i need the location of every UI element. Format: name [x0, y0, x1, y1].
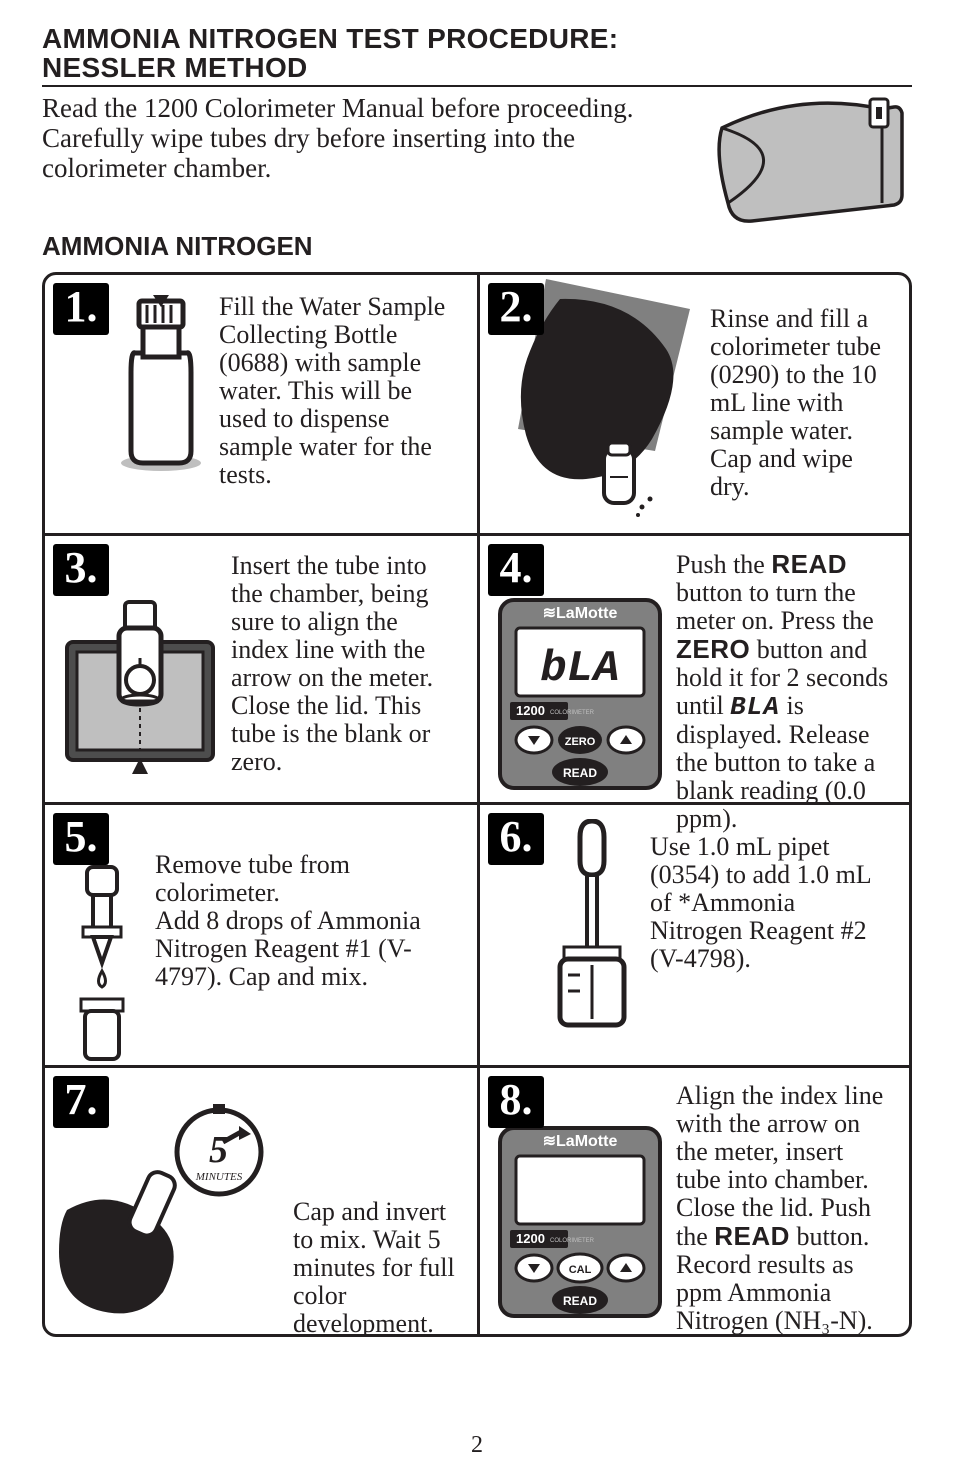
- subheading: AMMONIA NITROGEN: [42, 231, 912, 262]
- step-8: 8. ≋LaMotte 1200 COLORIMETER CAL: [477, 1068, 909, 1334]
- svg-text:READ: READ: [563, 766, 597, 780]
- step-text: Remove tube from colorimeter. Add 8 drop…: [155, 823, 461, 991]
- step-number: 2.: [488, 283, 544, 335]
- step-text: Align the index line with the arrow on t…: [676, 1082, 893, 1336]
- invert-timer-icon: 5 MINUTES: [53, 1102, 283, 1327]
- svg-text:CAL: CAL: [569, 1264, 592, 1276]
- svg-text:MINUTES: MINUTES: [195, 1171, 243, 1183]
- step-text: Rinse and fill a colorimeter tube (0290)…: [710, 289, 893, 502]
- svg-text:≋LaMotte: ≋LaMotte: [543, 1133, 618, 1150]
- t: Push the: [676, 550, 771, 579]
- svg-text:READ: READ: [563, 1294, 597, 1308]
- title-line-2: NESSLER METHOD: [42, 53, 912, 82]
- step-number: 1.: [53, 283, 109, 335]
- step-number: 4.: [488, 544, 544, 596]
- step-number: 7.: [53, 1076, 109, 1128]
- intro-text: Read the 1200 Colorimeter Manual before …: [42, 93, 692, 184]
- intro-row: Read the 1200 Colorimeter Manual before …: [42, 93, 912, 223]
- step-number: 5.: [53, 813, 109, 865]
- dropper-icon: [63, 865, 145, 1070]
- colorimeter-device-icon: ≋LaMotte bLA 1200 COLORIMETER ZERO R: [494, 594, 666, 799]
- chamber-insert-icon: [61, 596, 219, 791]
- step-number: 6.: [488, 813, 544, 865]
- title-line-1: AMMONIA NITROGEN TEST PROCEDURE:: [42, 24, 912, 53]
- step-5: 5. Remove tube from colorime: [45, 805, 477, 1065]
- notebook-icon: [702, 93, 912, 223]
- page-number: 2: [0, 1432, 954, 1459]
- read-label: READ: [714, 1221, 790, 1251]
- step-text: Fill the Water Sample Collecting Bottle …: [219, 293, 461, 490]
- svg-text:bLA: bLA: [540, 644, 619, 694]
- svg-text:5: 5: [209, 1129, 228, 1171]
- step-3: 3. Insert the t: [45, 536, 477, 802]
- step-text: Push the READ button to turn the meter o…: [676, 550, 893, 834]
- step-text: Cap and invert to mix. Wait 5 minutes fo…: [293, 1084, 461, 1337]
- pipet-icon: [550, 819, 640, 1040]
- svg-text:≋LaMotte: ≋LaMotte: [543, 605, 618, 622]
- title-block: AMMONIA NITROGEN TEST PROCEDURE: NESSLER…: [42, 24, 912, 87]
- steps-grid: 1. Fill the Water Sample Col: [42, 272, 912, 1337]
- step-text: Use 1.0 mL pipet (0354) to add 1.0 mL of…: [650, 819, 893, 973]
- bla-label: BLA: [730, 692, 780, 722]
- svg-text:COLORIMETER: COLORIMETER: [550, 1238, 595, 1244]
- step-4: 4. ≋LaMotte bLA 1200 COLORIMETER: [477, 536, 909, 802]
- svg-text:ZERO: ZERO: [565, 736, 596, 748]
- svg-text:COLORIMETER: COLORIMETER: [550, 710, 595, 716]
- step-6: 6. Use 1.0 mL p: [477, 805, 909, 1065]
- step-text: Insert the tube into the chamber, being …: [229, 550, 461, 777]
- read-label: READ: [771, 549, 847, 579]
- step-7: 7. 5 MINUTES Cap: [45, 1068, 477, 1334]
- colorimeter-device-icon: ≋LaMotte 1200 COLORIMETER CAL READ: [494, 1122, 666, 1327]
- svg-text:1200: 1200: [516, 703, 545, 718]
- bottle-icon: [113, 293, 209, 478]
- step-number: 3.: [53, 544, 109, 596]
- step-number: 8.: [488, 1076, 544, 1128]
- svg-text:1200: 1200: [516, 1231, 545, 1246]
- step-2: 2. Rinse and fill a colorimeter tube (02…: [477, 275, 909, 533]
- t: button to turn the meter on. Press the: [676, 578, 874, 635]
- zero-label: ZERO: [676, 634, 750, 664]
- step-1: 1. Fill the Water Sample Col: [45, 275, 477, 533]
